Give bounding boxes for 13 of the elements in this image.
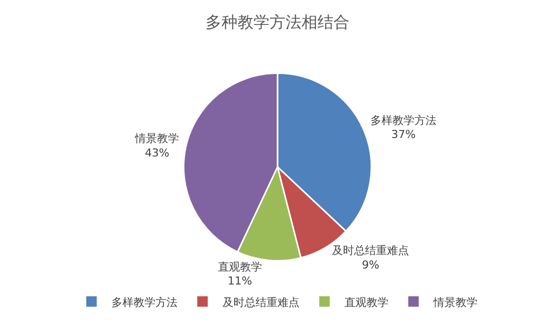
data-label: 11% (228, 274, 252, 288)
data-label: 37% (391, 128, 416, 142)
legend-label: 情景教学 (432, 296, 478, 309)
legend-label: 直观教学 (344, 296, 388, 309)
slice-label: 直观教学 (218, 260, 262, 274)
data-label: 43% (144, 146, 170, 160)
legend-label: 及时总结重难点 (222, 296, 300, 309)
legend-label: 多样教学方法 (112, 296, 178, 309)
slice-label: 情景教学 (134, 132, 180, 146)
slice-label: 多样教学方法 (370, 114, 436, 127)
data-label: 9% (362, 258, 380, 272)
slice-label: 及时总结重难点 (332, 244, 410, 258)
chart-title: 多种教学方法相结合 (206, 12, 350, 32)
